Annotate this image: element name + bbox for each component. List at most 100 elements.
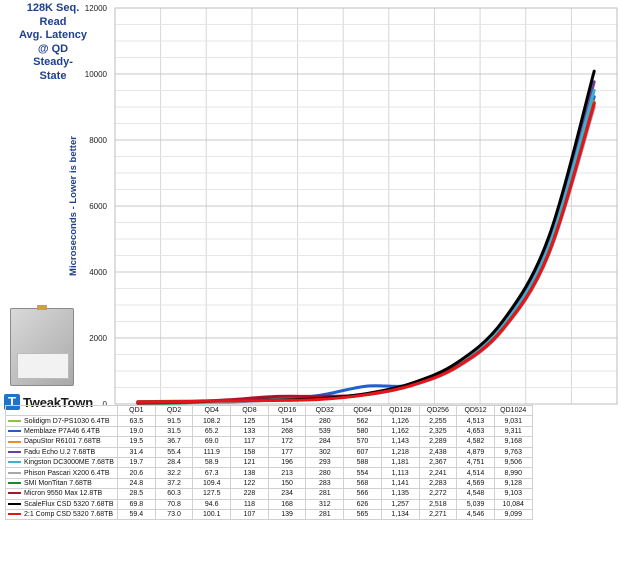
data-label: 4,546 <box>456 508 495 521</box>
data-label: 2,367 <box>418 456 458 469</box>
data-label: 107 <box>230 508 269 521</box>
series-name: Kingston DC3000ME 7.68TB <box>24 459 114 467</box>
data-label: 554 <box>343 467 382 479</box>
series-name: Fadu Echo U.2 7.68TB <box>24 448 96 456</box>
data-label: 28.5 <box>117 488 156 500</box>
data-label: 138 <box>230 467 269 479</box>
data-label: 111.9 <box>192 446 232 458</box>
data-label: 125 <box>230 415 269 427</box>
data-label: 28.4 <box>154 456 194 469</box>
data-label: 1,143 <box>380 436 420 448</box>
data-label: 281 <box>305 508 345 521</box>
data-label: 2,272 <box>418 488 458 500</box>
series-legend-cell: Micron 9550 Max 12.8TB <box>5 488 118 500</box>
data-label: 108.2 <box>192 415 232 427</box>
data-label: 37.2 <box>154 477 194 490</box>
y-axis-label: Microseconds - Lower is better <box>68 136 79 276</box>
data-label: 539 <box>305 425 345 438</box>
latency-line-chart: 0 2000 4000 6000 8000 10000 12000 Microseconds … <box>68 4 618 405</box>
series-legend-cell: Solidigm D7-PS1030 6.4TB <box>5 415 118 427</box>
data-label: 280 <box>305 467 345 479</box>
legend-swatch <box>8 502 21 505</box>
category-label: QD1024 <box>493 404 533 417</box>
data-label: 150 <box>267 477 307 490</box>
data-label: 1,218 <box>380 446 420 458</box>
data-label: 4,548 <box>456 488 495 500</box>
table-header-row: QD1 QD2 QD4 QD8 QD16 QD32 QD64 QD128 QD256 QD512 Q… <box>5 404 533 417</box>
data-label: 65.2 <box>192 425 232 438</box>
data-label: 118 <box>230 498 269 510</box>
data-label: 565 <box>343 508 382 521</box>
data-label: 122 <box>230 477 269 490</box>
data-label: 69.0 <box>192 436 232 448</box>
category-label: QD512 <box>456 404 495 417</box>
data-label: 2,438 <box>418 446 458 458</box>
data-label: 60.3 <box>154 488 194 500</box>
data-label: 2,255 <box>418 415 458 427</box>
data-label: 32.2 <box>154 467 194 479</box>
series-legend-cell: Fadu Echo U.2 7.68TB <box>5 446 118 458</box>
series-legend-cell: Kingston DC3000ME 7.68TB <box>5 456 118 469</box>
category-label: QD2 <box>154 404 194 417</box>
data-label: 562 <box>343 415 382 427</box>
data-label: 31.4 <box>117 446 156 458</box>
data-label: 293 <box>305 456 345 469</box>
series-name: Solidigm D7-PS1030 6.4TB <box>24 417 110 425</box>
series-name: Phison Pascari X200 6.4TB <box>24 469 110 477</box>
data-label: 607 <box>343 446 382 458</box>
series-line <box>136 102 596 404</box>
data-label: 4,513 <box>456 415 495 427</box>
data-label: 73.0 <box>154 508 194 521</box>
data-label: 1,135 <box>380 488 420 500</box>
data-label: 4,514 <box>456 467 495 479</box>
data-table: QD1 QD2 QD4 QD8 QD16 QD32 QD64 QD128 QD256 QD512 Q… <box>5 404 533 521</box>
legend-swatch <box>8 482 21 485</box>
series-name: DapuStor R6101 7.68TB <box>24 438 101 446</box>
y-tick-label: 10000 <box>85 70 108 79</box>
data-label: 172 <box>267 436 307 448</box>
data-label: 284 <box>305 436 345 448</box>
data-label: 158 <box>230 446 269 458</box>
data-label: 1,162 <box>380 425 420 438</box>
data-label: 9,103 <box>493 488 533 500</box>
data-label: 19.5 <box>117 436 156 448</box>
table-row: SMI MonTitan 7.68TB 24.8 37.2 109.4 122 150 28… <box>5 477 533 490</box>
category-label: QD32 <box>305 404 345 417</box>
data-label: 5,039 <box>456 498 495 510</box>
data-label: 568 <box>343 477 382 490</box>
data-label: 133 <box>230 425 269 438</box>
series-legend-cell: SMI MonTitan 7.68TB <box>5 477 118 490</box>
data-label: 588 <box>343 456 382 469</box>
data-label: 19.0 <box>117 425 156 438</box>
table-row: Memblaze P7A46 6.4TB 19.0 31.5 65.2 133 268 53… <box>5 425 533 438</box>
table-row: Kingston DC3000ME 7.68TB 19.7 28.4 58.9 121 1… <box>5 456 533 469</box>
series-legend-cell: DapuStor R6101 7.68TB <box>5 436 118 448</box>
data-label: 4,569 <box>456 477 495 490</box>
data-label: 1,126 <box>380 415 420 427</box>
data-label: 2,283 <box>418 477 458 490</box>
data-label: 58.9 <box>192 456 232 469</box>
data-label: 2,518 <box>418 498 458 510</box>
data-label: 177 <box>267 446 307 458</box>
data-label: 9,031 <box>493 415 533 427</box>
data-label: 213 <box>267 467 307 479</box>
data-label: 312 <box>305 498 345 510</box>
data-label: 9,506 <box>493 456 533 469</box>
data-label: 9,311 <box>493 425 533 438</box>
y-tick-label: 8000 <box>89 136 107 145</box>
data-label: 4,582 <box>456 436 495 448</box>
category-label: QD64 <box>343 404 382 417</box>
data-label: 9,168 <box>493 436 533 448</box>
data-label: 1,113 <box>380 467 420 479</box>
data-label: 109.4 <box>192 477 232 490</box>
series-legend-cell: Memblaze P7A46 6.4TB <box>5 425 118 438</box>
y-tick-label: 12000 <box>85 4 108 13</box>
series-name: SMI MonTitan 7.68TB <box>24 479 92 487</box>
table-row: ScaleFlux CSD 5320 7.68TB 69.8 70.8 94.6 118… <box>5 498 533 510</box>
data-label: 59.4 <box>117 508 156 521</box>
y-tick-label: 6000 <box>89 202 107 211</box>
data-label: 566 <box>343 488 382 500</box>
data-label: 1,134 <box>380 508 420 521</box>
legend-swatch <box>8 419 21 422</box>
category-label: QD256 <box>418 404 458 417</box>
